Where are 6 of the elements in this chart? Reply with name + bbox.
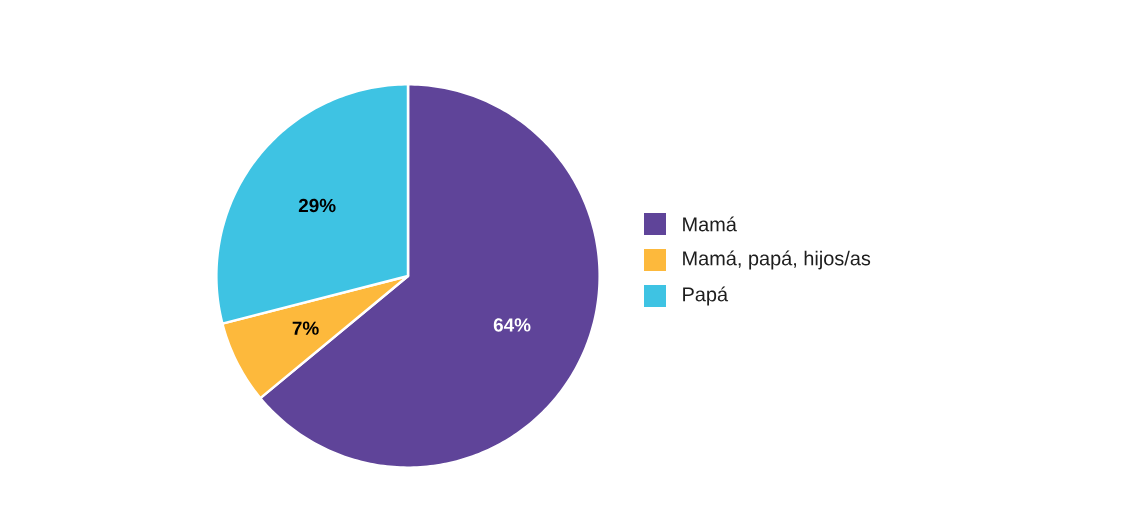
legend-label: Mamá <box>683 216 737 232</box>
data-label: 7% <box>292 321 319 335</box>
data-label: 29% <box>298 198 336 213</box>
legend-label: Papá <box>683 286 729 306</box>
data-label: 64% <box>493 318 531 332</box>
legend-label: Mamá, papá, hijos/as <box>683 250 871 270</box>
